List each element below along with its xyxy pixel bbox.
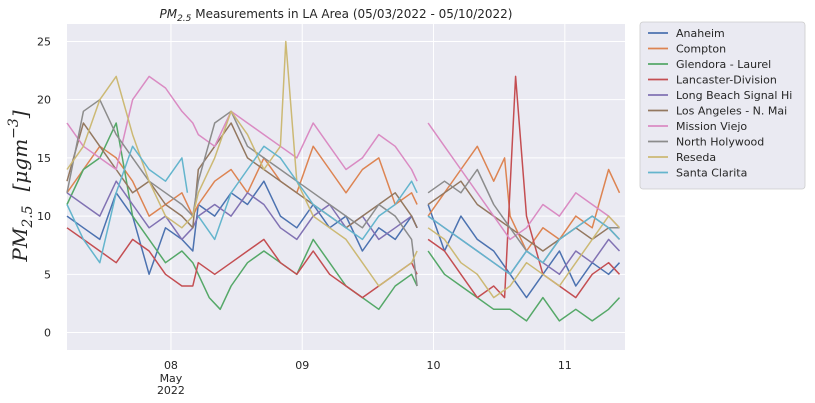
legend-entry: Mission Viejo	[676, 120, 747, 133]
legend-entry: Reseda	[676, 151, 716, 164]
y-tick-label: 5	[44, 268, 51, 281]
legend-entry: Anaheim	[676, 27, 725, 40]
y-axis-label: PM2.5[μgm−3]	[6, 110, 36, 262]
legend-entry: Los Angeles - N. Mai	[676, 105, 787, 118]
legend-entry: Lancaster-Division	[676, 74, 777, 87]
legend-entry: Santa Clarita	[676, 167, 747, 180]
x-tick-label: 10	[427, 359, 441, 372]
x-tick-label: 11	[558, 359, 572, 372]
y-tick-label: 15	[37, 152, 51, 165]
y-tick-label: 0	[44, 327, 51, 340]
legend-entry: North Holywood	[676, 136, 764, 149]
series-lines	[66, 40, 621, 322]
chart-title: PM2.5 Measurements in LA Area (05/03/202…	[159, 7, 512, 24]
y-tick-labels: 0 5 10 15 20 25	[37, 35, 51, 339]
plot-area	[66, 24, 625, 350]
legend-box	[639, 21, 806, 190]
plot-background	[67, 24, 625, 350]
series-line-3	[66, 75, 621, 299]
legend: Anaheim Compton Glendora - Laurel Lancaster…	[639, 21, 806, 190]
x-tick-label: 08	[164, 359, 178, 372]
legend-entry: Glendora - Laurel	[676, 58, 771, 71]
series-line-9	[66, 145, 621, 276]
series-line-8	[66, 40, 621, 299]
x-tick-label: 09	[295, 359, 309, 372]
y-tick-label: 10	[37, 210, 51, 223]
legend-entry: Compton	[676, 43, 726, 56]
y-tick-label: 25	[37, 35, 51, 48]
x-tick-year: 2022	[157, 384, 185, 397]
series-line-6	[66, 75, 621, 241]
y-tick-label: 20	[37, 94, 51, 107]
legend-entry: Long Beach Signal Hi	[676, 89, 792, 102]
x-tick-month: May	[160, 372, 183, 385]
